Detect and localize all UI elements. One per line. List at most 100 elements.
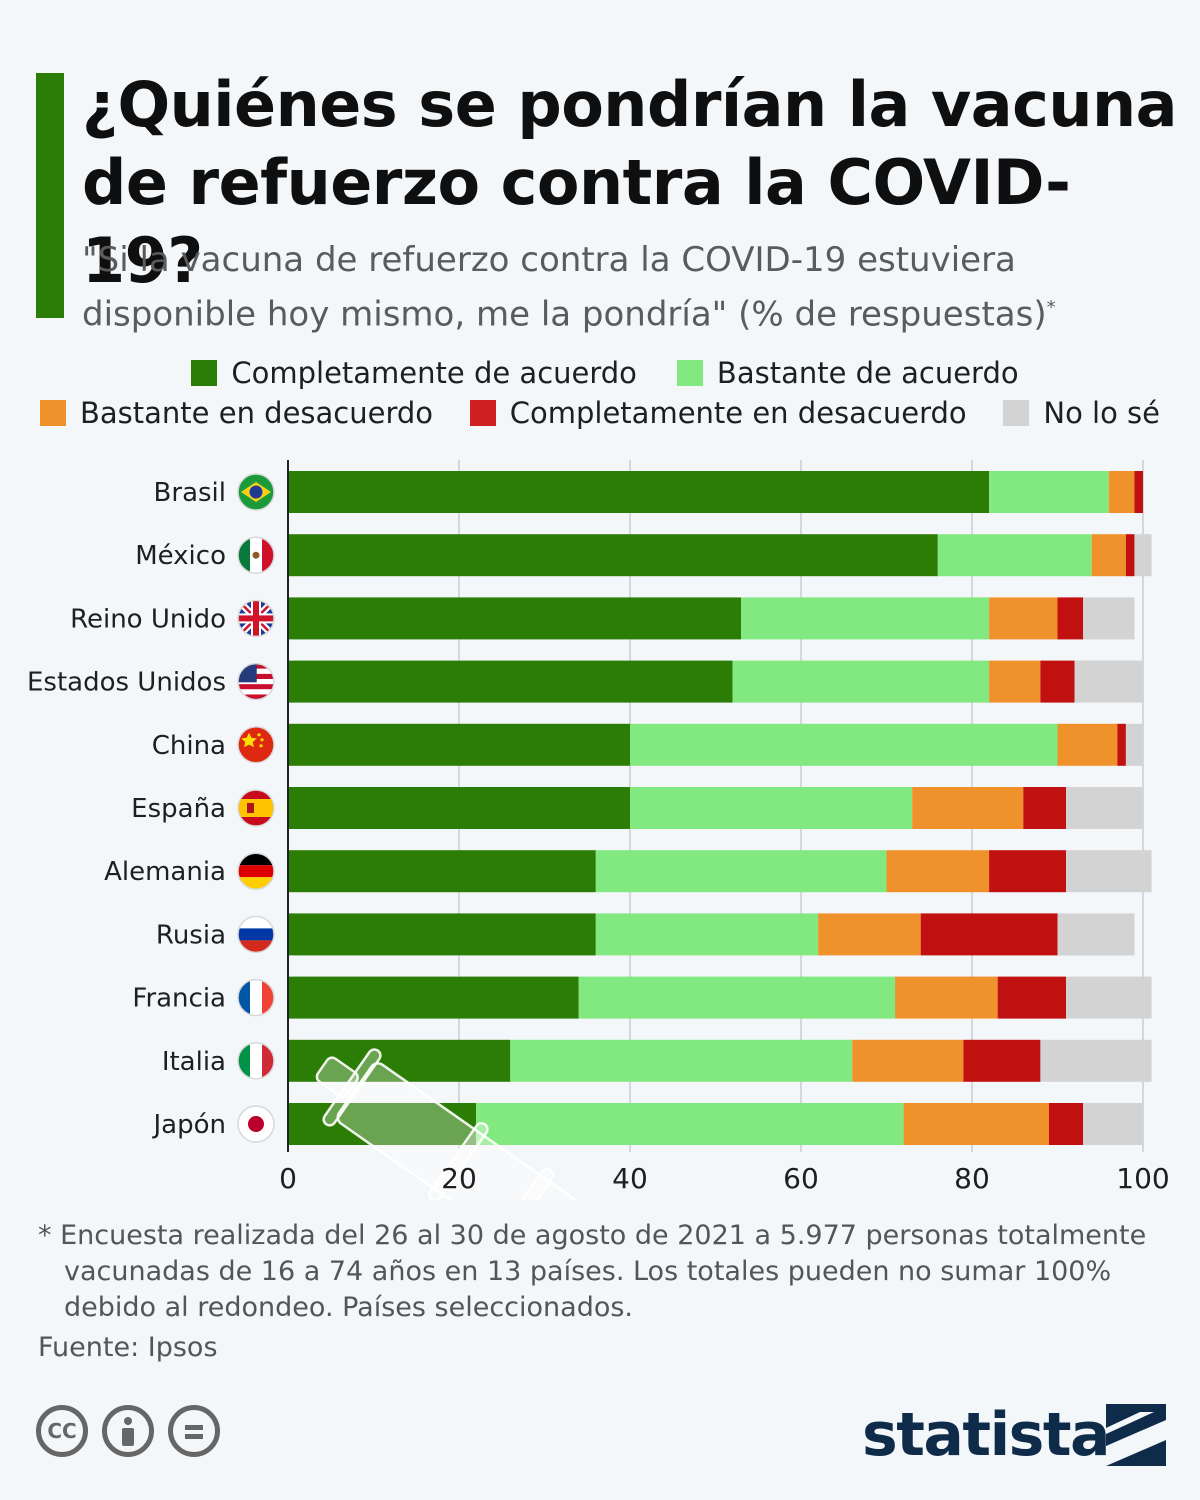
legend-swatch <box>469 400 496 426</box>
category-label: Italia <box>162 1047 226 1077</box>
bar-segment <box>288 976 579 1019</box>
bar-segment <box>989 850 1067 893</box>
category-label: Japón <box>152 1110 227 1140</box>
bars <box>288 471 1152 1145</box>
subtitle-text: "Si la vacuna de refuerzo contra la COVI… <box>82 240 1047 335</box>
germany-flag-icon <box>237 852 275 890</box>
x-tick-label: 20 <box>441 1162 477 1195</box>
bar-segment <box>989 597 1058 640</box>
category-labels: Brasil México Reino Unido Estados Unidos Chi… <box>27 478 226 1140</box>
bar-segment <box>288 1103 477 1145</box>
bar-segment <box>886 850 990 893</box>
bar-segment <box>1074 660 1143 703</box>
bar-segment <box>630 787 913 829</box>
legend-swatch <box>191 360 218 386</box>
statista-logo-text: statista <box>862 1400 1111 1470</box>
bar-segment <box>1083 1103 1143 1145</box>
legend-item-complete-disagree: Completamente en desacuerdo <box>469 396 967 430</box>
legend-row-2: Bastante en desacuerdo Completamente en … <box>40 396 1160 430</box>
bar-segment <box>1134 534 1152 577</box>
bar-segment <box>288 787 630 829</box>
category-label: Francia <box>132 984 226 1014</box>
bar-segment <box>595 913 819 956</box>
syringe-icon <box>315 1048 620 1200</box>
bar-segment <box>852 1039 964 1082</box>
legend-label: No lo sé <box>1043 396 1160 430</box>
cc-icon: CC <box>36 1405 88 1457</box>
bar-segment <box>1066 976 1152 1019</box>
usa-flag-icon <box>237 662 275 701</box>
x-tick-label: 80 <box>954 1162 990 1195</box>
bar-segment <box>989 471 1109 513</box>
bar-segment <box>903 1103 1049 1145</box>
category-label: Reino Unido <box>70 604 226 634</box>
russia-flag-icon <box>237 915 275 954</box>
bar-segment <box>920 913 1058 956</box>
bar-segment <box>741 597 990 640</box>
bar-segment <box>288 597 742 640</box>
stacked-bar-chart: Brasil México Reino Unido Estados Unidos Chi… <box>27 460 1170 1200</box>
bar-segment <box>288 913 596 956</box>
bar-segment <box>630 723 1058 766</box>
legend-label: Completamente en desacuerdo <box>509 396 967 430</box>
legend-item-somewhat-disagree: Bastante en desacuerdo <box>40 396 433 430</box>
uk-flag-icon <box>237 599 275 638</box>
bar-segment <box>1125 723 1143 766</box>
category-label: China <box>152 731 226 761</box>
mexico-flag-icon <box>237 536 275 574</box>
bar-segment <box>1117 723 1126 766</box>
footnote: * Encuesta realizada del 26 al 30 de ago… <box>38 1220 1147 1323</box>
bar-segment <box>1066 787 1143 829</box>
category-label: Rusia <box>156 920 226 950</box>
bar-segment <box>288 723 630 766</box>
bar-segment <box>1125 534 1135 577</box>
bar-segment <box>818 913 921 956</box>
x-tick-label: 40 <box>612 1162 648 1195</box>
accent-bar <box>36 73 64 318</box>
category-label: México <box>135 541 226 571</box>
bar-segment <box>1023 787 1067 829</box>
category-label: Brasil <box>154 478 226 508</box>
bar-segment <box>912 787 1024 829</box>
chart-subtitle: "Si la vacuna de refuerzo contra la COVI… <box>82 236 1182 338</box>
x-tick-label: 0 <box>279 1162 297 1195</box>
legend-swatch <box>1003 400 1030 426</box>
bar-segment <box>476 1103 904 1145</box>
x-tick-labels: 0 20 40 60 80 100 <box>279 1162 1170 1195</box>
bar-segment <box>1108 471 1135 513</box>
subtitle-footnote-marker: * <box>1046 297 1056 318</box>
bar-segment <box>1040 1039 1152 1082</box>
bar-segment <box>288 660 733 703</box>
bar-segment <box>1057 723 1118 766</box>
nd-icon <box>168 1405 220 1457</box>
bar-segment <box>1083 597 1135 640</box>
legend-swatch <box>676 360 703 386</box>
bar-segment <box>732 660 990 703</box>
bar-segment <box>1048 1103 1084 1145</box>
bar-segment <box>595 850 887 893</box>
china-flag-icon <box>237 726 275 764</box>
bar-segment <box>895 976 998 1019</box>
italy-flag-icon <box>237 1042 275 1080</box>
flags <box>237 473 275 1143</box>
bar-segment <box>1040 660 1075 703</box>
spain-flag-icon <box>237 789 275 827</box>
bar-segment <box>288 471 990 513</box>
legend-label: Completamente de acuerdo <box>231 356 637 390</box>
legend-item-complete-agree: Completamente de acuerdo <box>191 356 637 390</box>
legend-label: Bastante en desacuerdo <box>80 396 434 430</box>
bar-segment <box>1057 597 1084 640</box>
bar-segment <box>1057 913 1135 956</box>
legend-row-1: Completamente de acuerdo Bastante de acu… <box>0 356 1200 390</box>
bar-segment <box>510 1039 853 1082</box>
bar-segment <box>1066 850 1152 893</box>
bar-segment <box>288 1039 511 1082</box>
bar-segment <box>937 534 1092 577</box>
bar-segment <box>989 660 1041 703</box>
legend-swatch <box>40 400 66 426</box>
legend-label: Bastante de acuerdo <box>716 356 1019 390</box>
bar-segment <box>1091 534 1126 577</box>
france-flag-icon <box>237 978 275 1017</box>
brazil-flag-icon <box>237 473 275 511</box>
x-tick-label: 60 <box>783 1162 819 1195</box>
